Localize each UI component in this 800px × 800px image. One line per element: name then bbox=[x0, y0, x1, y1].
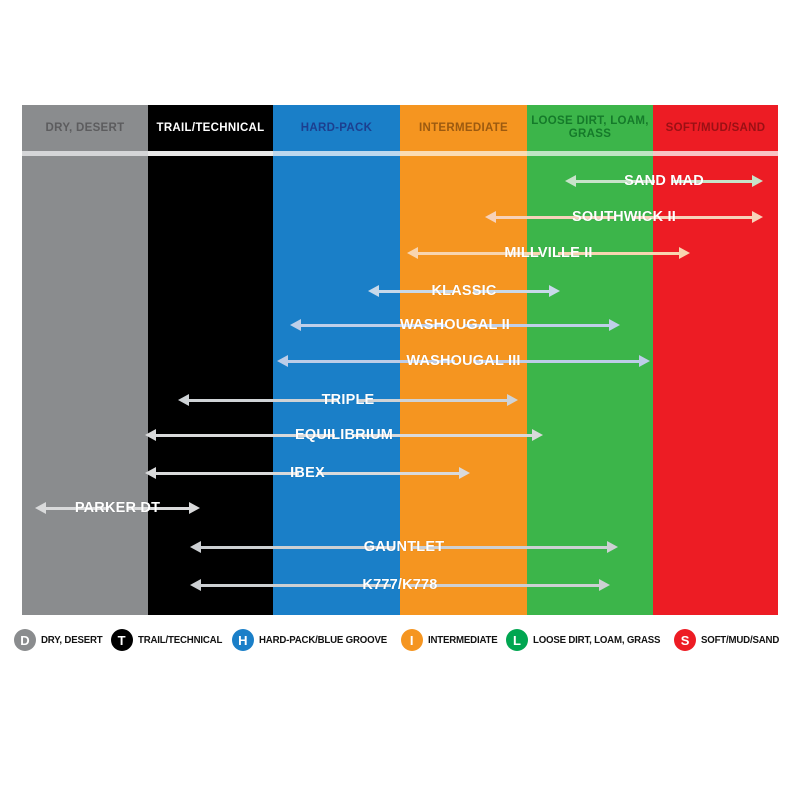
header-divider-soft-mud-sand bbox=[653, 151, 778, 156]
header-divider-dry-desert bbox=[22, 151, 148, 156]
legend-badge-icon: L bbox=[505, 629, 528, 651]
column-header-label: SOFT/MUD/SAND bbox=[665, 121, 766, 134]
legend: D DRY, DESERT T TRAIL/TECHNICAL H HARD-PACK/B… bbox=[14, 626, 786, 654]
header-divider-loose-dirt bbox=[527, 151, 653, 156]
column-band-trail-technical bbox=[148, 105, 273, 615]
column-header-dry-desert: DRY, DESERT bbox=[22, 105, 148, 151]
legend-label: HARD-PACK/BLUE GROOVE bbox=[258, 634, 387, 646]
column-header-hard-pack: HARD-PACK bbox=[273, 105, 400, 151]
legend-label: TRAIL/TECHNICAL bbox=[137, 634, 222, 646]
column-band-loose-dirt bbox=[527, 105, 653, 615]
column-header-loose-dirt: LOOSE DIRT, LOAM, GRASS bbox=[527, 105, 653, 151]
legend-badge-icon: I bbox=[400, 629, 423, 651]
column-header-trail-technical: TRAIL/TECHNICAL bbox=[148, 105, 273, 151]
column-band-soft-mud-sand bbox=[653, 105, 778, 615]
header-divider-intermediate bbox=[400, 151, 527, 156]
legend-badge-icon: H bbox=[231, 629, 254, 651]
legend-item: T TRAIL/TECHNICAL bbox=[110, 629, 230, 651]
column-band-intermediate bbox=[400, 105, 527, 615]
column-header-label: HARD-PACK bbox=[300, 121, 373, 134]
legend-label: SOFT/MUD/SAND bbox=[701, 634, 780, 646]
column-header-soft-mud-sand: SOFT/MUD/SAND bbox=[653, 105, 778, 151]
column-header-intermediate: INTERMEDIATE bbox=[400, 105, 527, 151]
column-band-dry-desert bbox=[22, 105, 148, 615]
legend-label: LOOSE DIRT, LOAM, GRASS bbox=[532, 634, 661, 646]
legend-item: H HARD-PACK/BLUE GROOVE bbox=[231, 629, 398, 651]
header-divider-trail-technical bbox=[148, 151, 273, 156]
legend-item: D DRY, DESERT bbox=[14, 629, 108, 651]
legend-label: INTERMEDIATE bbox=[427, 634, 498, 646]
legend-badge-icon: D bbox=[14, 629, 36, 651]
legend-item: I INTERMEDIATE bbox=[400, 629, 504, 651]
column-header-label: LOOSE DIRT, LOAM, GRASS bbox=[531, 115, 649, 140]
column-header-label: INTERMEDIATE bbox=[419, 121, 508, 134]
header-divider-hard-pack bbox=[273, 151, 400, 156]
legend-item: S SOFT/MUD/SAND bbox=[674, 629, 786, 651]
legend-item: L LOOSE DIRT, LOAM, GRASS bbox=[505, 629, 671, 651]
column-band-hard-pack bbox=[273, 105, 400, 615]
column-header-label: TRAIL/TECHNICAL bbox=[156, 121, 265, 134]
column-header-label: DRY, DESERT bbox=[45, 121, 125, 134]
legend-label: DRY, DESERT bbox=[41, 634, 103, 646]
legend-badge-icon: S bbox=[674, 629, 697, 651]
legend-badge-icon: T bbox=[110, 629, 133, 651]
